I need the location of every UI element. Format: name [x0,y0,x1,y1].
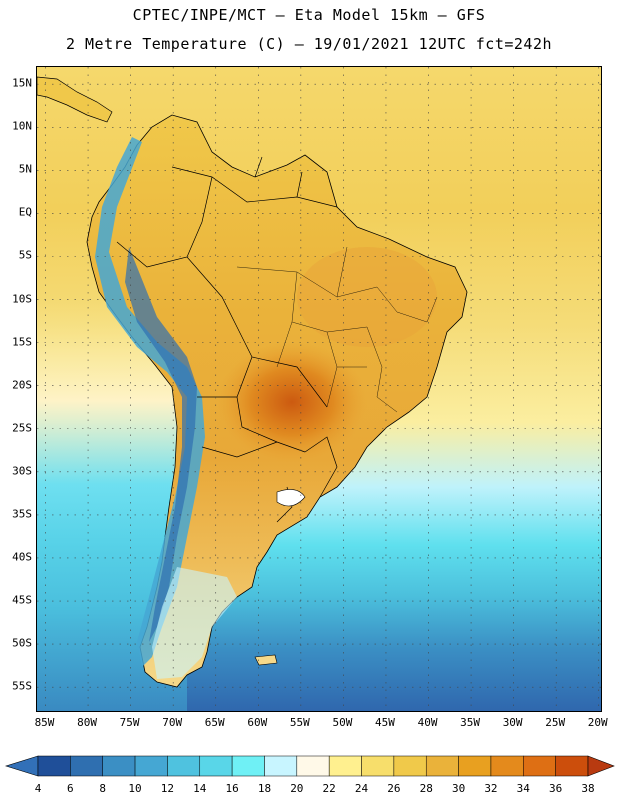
colorbar-swatch [361,755,395,777]
colorbar-level-label: 22 [322,782,336,795]
map-title-line-1: CPTEC/INPE/MCT – Eta Model 15km – GFS [132,6,486,24]
colorbar-level-label: 36 [549,782,563,795]
lon-tick-label: 45W [375,716,395,729]
lat-tick-label: 5N [18,162,32,176]
lat-tick-label: 55S [12,679,32,693]
colorbar-under-arrow [4,755,39,777]
patagonia-cool [152,567,237,679]
lat-tick-label: 20S [12,378,32,392]
lat-tick-label: 50S [12,636,32,650]
lat-tick-label: 15S [12,335,32,349]
colorbar-swatch [231,755,265,777]
colorbar-graphic [4,755,615,777]
map-canvas [37,67,601,711]
colorbar-swatch [70,755,103,777]
colorbar-level-label: 24 [354,782,369,795]
colorbar-swatch [458,755,492,777]
lon-tick-label: 75W [119,716,140,729]
lon-tick-label: 20W [587,716,608,729]
colorbar-over-arrow [587,755,615,777]
colorbar-swatch [328,755,362,777]
state-borders [236,246,438,413]
colorbar-swatch [425,755,459,777]
colorbar-level-label: 38 [581,782,595,795]
colorbar-level-label: 4 [34,782,42,795]
lat-tick-label: 10N [12,119,32,133]
colorbar-level-label: 16 [225,782,239,795]
lat-tick-label: 15N [12,76,32,90]
andes-core [125,247,197,642]
colorbar-swatch [199,755,233,777]
colorbar-level-label: 6 [67,782,74,795]
temperature-map [36,66,602,712]
warm-core-brazil [297,247,437,347]
lat-tick-label: 30S [12,464,32,478]
colorbar-level-label: 34 [516,782,530,795]
lon-tick-label: 65W [204,716,225,729]
colorbar-level-label: 32 [484,782,498,795]
lon-tick-label: 30W [502,716,523,729]
lon-tick-label: 70W [162,716,183,729]
colorbar-level-label: 26 [387,782,401,795]
lat-tick-label: EQ [18,205,32,219]
colorbar-swatch [490,755,524,777]
lat-tick-label: 5S [18,248,32,262]
colorbar-swatch [134,755,168,777]
colorbar-swatch [167,755,201,777]
colorbar-level-label: 14 [193,782,207,795]
lon-tick-label: 55W [289,716,310,729]
colorbar-swatch [264,755,298,777]
colorbar-level-label: 10 [128,782,142,795]
colorbar-swatch [555,755,589,777]
central-america-land [37,76,113,123]
lon-tick-label: 85W [34,716,55,729]
lagoon-rio-de-la-plata [276,489,306,507]
lat-tick-label: 40S [12,550,32,564]
colorbar [0,748,618,800]
lon-tick-label: 35W [460,716,480,729]
lon-tick-label: 40W [417,716,438,729]
lon-tick-label: 60W [247,716,268,729]
colorbar-swatch [37,755,71,777]
colorbar-swatch [102,755,136,777]
colorbar-level-label: 20 [290,782,304,795]
lon-tick-label: 25W [545,716,566,729]
graticule [37,67,601,711]
colorbar-swatch [523,755,556,777]
colorbar-level-label: 18 [257,782,272,795]
colorbar-level-label: 8 [99,782,107,795]
colorbar-level-label: 12 [160,782,175,795]
hot-core [217,342,367,462]
lat-tick-label: 45S [12,593,32,607]
lon-tick-label: 50W [332,716,353,729]
lon-tick-label: 80W [77,716,97,729]
map-title-line-2: 2 Metre Temperature (C) – 19/01/2021 12U… [65,35,553,53]
colorbar-level-label: 30 [451,782,466,795]
lat-tick-label: 25S [12,421,32,435]
lat-tick-label: 35S [12,507,32,521]
colorbar-swatch [296,755,330,777]
colorbar-level-label: 28 [419,782,433,795]
falkland-islands [254,654,278,666]
colorbar-swatch [393,755,427,777]
lat-tick-label: 10S [12,292,32,306]
country-borders [116,156,338,523]
